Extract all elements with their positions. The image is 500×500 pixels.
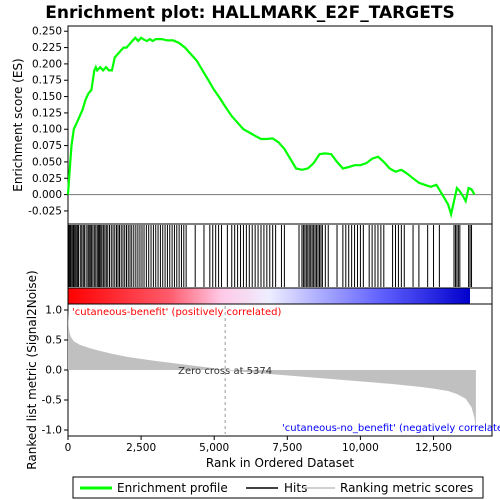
hit-markers [68, 225, 473, 287]
negative-correlation-label: 'cutaneous-no_benefit' (negatively corre… [282, 423, 500, 434]
x-tick-label: 2,500 [126, 442, 156, 454]
x-axis-label: Rank in Ordered Dataset [206, 456, 354, 470]
metric-y-tick-label: -0.5 [42, 395, 63, 407]
legend-enrichment-label: Enrichment profile [117, 481, 228, 495]
es-y-tick-label: -0.025 [28, 205, 62, 217]
es-y-tick-label: 0.000 [32, 189, 62, 201]
ranking-metric-area [68, 310, 476, 430]
metric-y-axis-label: Ranked list metric (Signal2Noise) [25, 270, 39, 469]
metric-y-tick-label: 0.0 [45, 365, 62, 377]
ranking-color-gradient [68, 288, 470, 304]
x-tick-label: 12,500 [415, 442, 452, 454]
legend-metric-label: Ranking metric scores [340, 481, 473, 495]
chart-title: Enrichment plot: HALLMARK_E2F_TARGETS [45, 3, 454, 23]
positive-correlation-label: 'cutaneous-benefit' (positively correlat… [72, 307, 281, 318]
es-y-tick-label: 0.125 [32, 107, 62, 119]
es-y-tick-label: 0.050 [32, 156, 62, 168]
hits-panel-frame [67, 223, 493, 289]
es-y-axis: -0.025 0.000 0.025 0.050 0.075 0.100 0.125 0.15… [28, 26, 68, 217]
metric-y-tick-label: 1.0 [45, 305, 62, 317]
es-y-tick-label: 0.100 [32, 124, 62, 136]
x-tick-label: 5,000 [199, 442, 229, 454]
es-y-tick-label: 0.075 [32, 140, 62, 152]
legend: Enrichment profile Hits Ranking metric s… [72, 476, 484, 499]
rank-x-axis: 0 2,500 5,000 7,500 10,000 12,500 [65, 436, 452, 454]
metric-y-tick-label: -1.0 [42, 425, 63, 437]
es-panel-frame [67, 25, 493, 225]
metric-y-tick-label: 0.5 [45, 335, 62, 347]
es-panel: -0.025 0.000 0.025 0.050 0.075 0.100 0.125 0.15… [11, 25, 493, 225]
es-y-tick-label: 0.025 [32, 173, 62, 185]
x-tick-label: 10,000 [342, 442, 379, 454]
x-tick-label: 7,500 [272, 442, 302, 454]
x-tick-label: 0 [65, 442, 72, 454]
rank-metric-panel: -1.0 -0.5 0.0 0.5 1.0 0 2,500 5,000 7,500 10,000… [25, 270, 500, 470]
enrichment-profile-line [66, 36, 476, 219]
es-y-tick-label: 0.150 [32, 91, 62, 103]
legend-hits-label: Hits [284, 481, 307, 495]
es-y-tick-label: 0.175 [32, 75, 62, 87]
es-y-axis-label: Enrichment score (ES) [11, 58, 25, 191]
es-y-tick-label: 0.250 [32, 26, 62, 38]
hits-panel [67, 223, 493, 289]
metric-y-axis: -1.0 -0.5 0.0 0.5 1.0 [42, 305, 68, 437]
zero-cross-label: Zero cross at 5374 [178, 366, 272, 377]
es-y-tick-label: 0.200 [32, 58, 62, 70]
es-y-tick-label: 0.225 [32, 42, 62, 54]
rank-color-bar [67, 287, 493, 305]
